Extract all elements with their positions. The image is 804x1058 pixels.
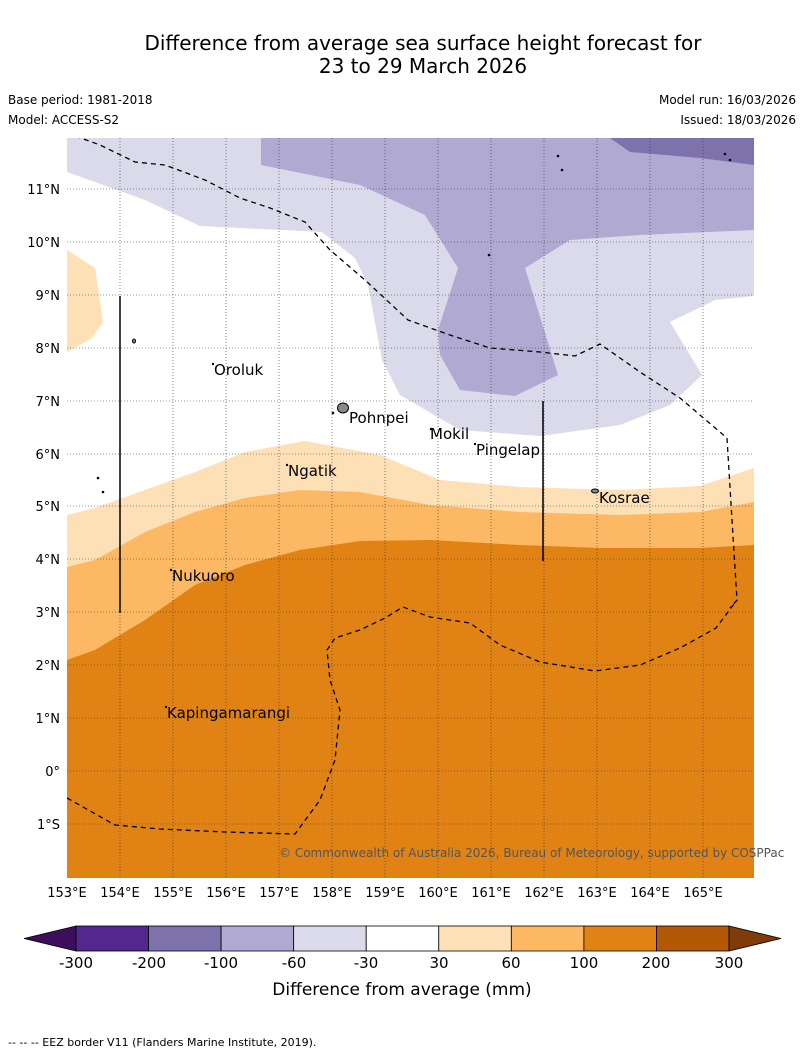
lon-label: 162°E [524, 886, 564, 901]
lon-label: 159°E [365, 886, 405, 901]
atoll-sw-2 [101, 490, 105, 494]
lon-label: 164°E [630, 886, 670, 901]
colorbar-extend-max [728, 925, 782, 952]
colorbar-segment [510, 925, 585, 952]
colorbar-segment [75, 925, 149, 952]
colorbar-segment [220, 925, 295, 952]
colorbar-ticks: -300 -200 -100 -60 -30 30 60 100 200 300 [59, 954, 743, 972]
label-ngatik: Ngatik [288, 462, 337, 480]
lon-label: 163°E [577, 886, 617, 901]
atoll-sw-1 [96, 476, 100, 480]
lat-label: 3°N [36, 606, 61, 621]
label-kosrae: Kosrae [599, 489, 650, 507]
atoll-ne-1 [556, 154, 560, 158]
colorbar-tick: -100 [204, 954, 238, 972]
colorbar-tick: -60 [282, 954, 307, 972]
colorbar-segments [23, 925, 782, 952]
label-pingelap: Pingelap [476, 441, 540, 459]
lon-label: 165°E [683, 886, 723, 901]
colorbar-segment [365, 925, 440, 952]
colorbar-segment [583, 925, 657, 952]
colorbar-tick: 60 [501, 954, 520, 972]
kosrae-island [591, 488, 599, 494]
islands [96, 152, 732, 709]
chart-title: Difference from average sea surface heig… [0, 32, 804, 78]
colorbar-tick: 30 [429, 954, 448, 972]
lat-label: 1°S [37, 818, 60, 833]
lat-label: 1°N [36, 712, 61, 727]
colorbar-tick: -200 [132, 954, 166, 972]
lon-label: 158°E [312, 886, 352, 901]
lat-label: 9°N [36, 289, 61, 304]
lon-label: 156°E [206, 886, 246, 901]
gridlines [67, 138, 754, 878]
eez-legend-note: -- -- -- EEZ border V11 (Flanders Marine… [8, 1036, 317, 1049]
label-kapingamarangi: Kapingamarangi [167, 704, 290, 722]
colorbar-segment [148, 925, 222, 952]
colorbar-extend-min [23, 925, 77, 952]
colorbar: -300 -200 -100 -60 -30 30 60 100 200 300… [23, 925, 782, 1000]
atoll-north [487, 253, 491, 257]
eez-borders [67, 138, 738, 835]
mokil-atoll [429, 427, 433, 431]
lon-label: 153°E [47, 886, 87, 901]
label-oroluk: Oroluk [214, 361, 263, 379]
title-line-2: 23 to 29 March 2026 [318, 54, 528, 78]
lon-label: 160°E [418, 886, 458, 901]
ngatik-atoll [285, 463, 289, 467]
contour-minus100-minus200 [610, 138, 754, 165]
nukuoro-atoll [169, 568, 173, 572]
lon-label: 155°E [153, 886, 193, 901]
pingelap-atoll [473, 442, 477, 446]
contour-30-60-west [67, 250, 103, 352]
lat-label: 10°N [27, 236, 60, 251]
atoll-ne-3 [723, 152, 727, 156]
colorbar-segment [438, 925, 512, 952]
atoll-ne-4 [728, 158, 732, 162]
kapingamarangi-atoll [164, 705, 168, 709]
lat-label: 0° [45, 765, 60, 780]
longitude-axis: 153°E 154°E 155°E 156°E 157°E 158°E 159°… [47, 886, 723, 901]
colorbar-tick: -300 [59, 954, 93, 972]
lat-label: 5°N [36, 500, 61, 515]
pohnpei-island [337, 402, 349, 414]
colorbar-title: Difference from average (mm) [272, 980, 531, 1000]
eez-border-south [67, 599, 738, 835]
model-label: Model: ACCESS-S2 [8, 113, 120, 127]
atoll-ne-2 [560, 168, 564, 172]
lat-label: 4°N [36, 553, 61, 568]
base-period: Base period: 1981-2018 [8, 93, 153, 107]
colorbar-tick: 200 [642, 954, 671, 972]
contour-fill-layer [67, 138, 754, 878]
label-pohnpei: Pohnpei [349, 409, 409, 427]
place-labels: Oroluk Pohnpei Mokil Pingelap Ngatik Kos… [167, 361, 650, 722]
colorbar-segment [293, 925, 367, 952]
atoll-west [132, 338, 136, 344]
lat-label: 11°N [27, 183, 60, 198]
lat-label: 8°N [36, 342, 61, 357]
issued-date: Issued: 18/03/2026 [680, 113, 796, 127]
colorbar-segment [656, 925, 730, 952]
colorbar-tick: 300 [715, 954, 744, 972]
lon-label: 161°E [471, 886, 511, 901]
atoll-ant [331, 411, 335, 415]
label-mokil: Mokil [430, 425, 469, 443]
copyright-notice: © Commonwealth of Australia 2026, Bureau… [279, 846, 784, 860]
colorbar-tick: -30 [354, 954, 379, 972]
lon-label: 157°E [259, 886, 299, 901]
latitude-axis: 11°N 10°N 9°N 8°N 7°N 6°N 5°N 4°N 3°N 2°… [27, 183, 60, 833]
lat-label: 6°N [36, 448, 61, 463]
lon-label: 154°E [100, 886, 140, 901]
contour-minus60-minus100 [261, 138, 754, 396]
model-run: Model run: 16/03/2026 [658, 93, 796, 107]
oroluk-atoll [211, 362, 215, 366]
label-nukuoro: Nukuoro [172, 567, 235, 585]
colorbar-tick: 100 [570, 954, 599, 972]
lat-label: 2°N [36, 659, 61, 674]
title-line-1: Difference from average sea surface heig… [144, 31, 702, 55]
lat-label: 7°N [36, 395, 61, 410]
